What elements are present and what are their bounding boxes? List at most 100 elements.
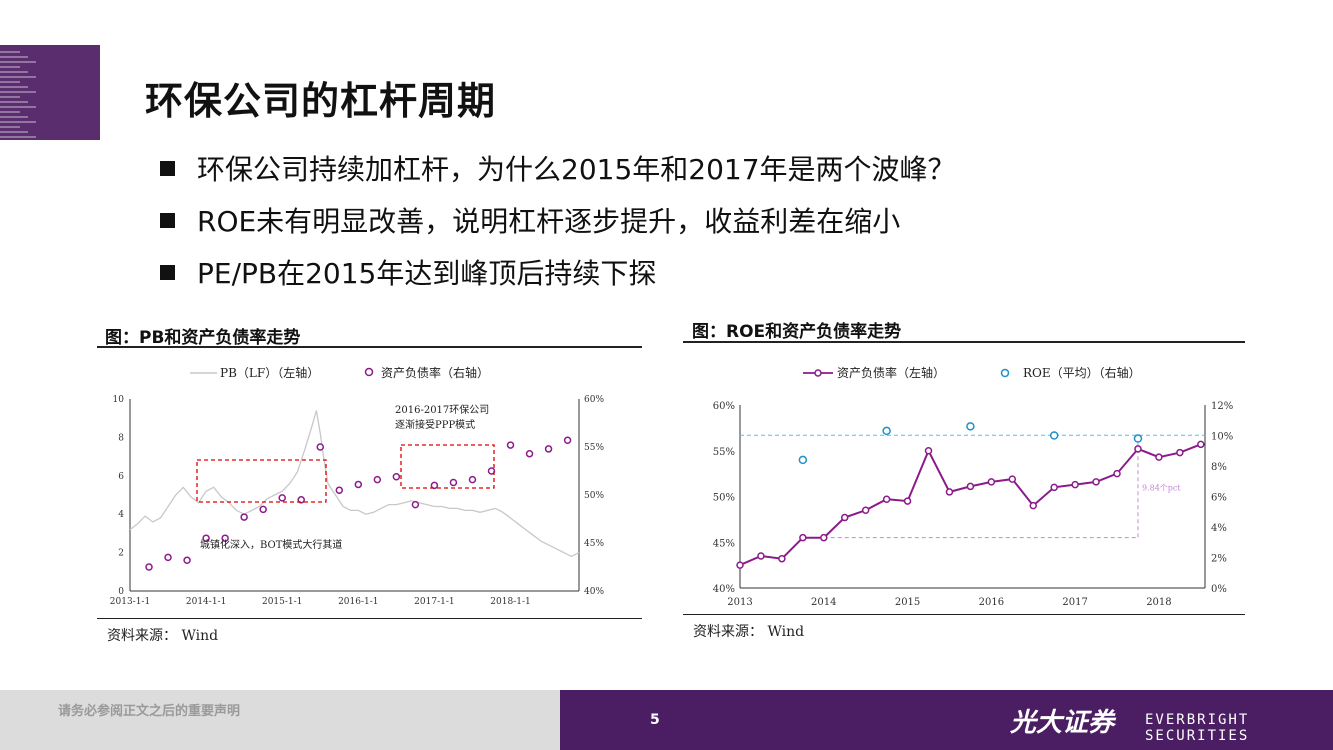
y-left-tick-label: 10 xyxy=(113,395,125,405)
y-left-tick-label: 6 xyxy=(118,472,124,482)
debt-ratio-point xyxy=(183,556,191,565)
logo-stripe xyxy=(0,71,28,73)
bullet-text: 环保公司持续加杠杆，为什么2015年和2017年是两个波峰？ xyxy=(197,153,956,186)
x-tick-label: 2013-1-1 xyxy=(110,597,150,607)
footer-left-band xyxy=(0,690,560,750)
y-left-tick-label: 45% xyxy=(713,538,735,549)
y-right-tick-label: 0% xyxy=(1211,584,1227,595)
right-chart: 40% 45% 50% 55% 60% 0% 2% 4% 6% 8% 10% 12% 2013 2014 2… xyxy=(713,365,1233,608)
debt-ratio-point xyxy=(354,480,363,489)
debt-ratio-point xyxy=(757,552,765,560)
y-right-tick-label: 50% xyxy=(584,491,604,501)
debt-ratio-point xyxy=(221,534,229,542)
roe-point xyxy=(1133,434,1143,443)
logo-stripe xyxy=(0,111,20,113)
debt-ratio-point xyxy=(411,500,420,509)
page-number: 5 xyxy=(650,712,660,728)
debt-ratio-point xyxy=(1092,478,1100,486)
left-figure-rule xyxy=(97,346,642,348)
legend-pb-label: PB（LF）（左轴） xyxy=(220,365,319,380)
debt-ratio-point xyxy=(799,533,807,542)
y-left-tick-label: 55% xyxy=(713,447,735,458)
bullet-square-icon xyxy=(160,160,175,176)
y-right-tick-label: 60% xyxy=(584,395,604,405)
x-tick-label: 2017-1-1 xyxy=(414,597,454,607)
debt-ratio-point xyxy=(778,554,786,563)
y-left-tick-label: 40% xyxy=(713,584,735,595)
bullet-square-icon xyxy=(160,212,175,228)
bullet-text: PE/PB在2015年达到峰顶后持续下探 xyxy=(197,257,657,290)
annotation-bot: 城镇化深入，BOT模式大行其道 xyxy=(200,538,342,551)
y-left-tick-label: 2 xyxy=(118,549,124,559)
annotation-pct-diff: 9.84个pct xyxy=(1142,483,1181,492)
y-right-tick-label: 40% xyxy=(584,587,604,597)
right-figure-title: 图：ROE和资产负债率走势 xyxy=(692,322,902,342)
page-title: 环保公司的杠杆周期 xyxy=(145,79,497,123)
logo-stripe xyxy=(0,81,20,83)
legend-roe-label: ROE（平均）（右轴） xyxy=(1023,365,1141,380)
debt-ratio-point xyxy=(335,486,344,494)
debt-ratio-point xyxy=(392,473,401,481)
annotation-ppp-line1: 2016-2017环保公司 xyxy=(395,403,489,416)
footer-right-band xyxy=(560,690,1333,750)
debt-ratio-line xyxy=(739,443,1202,567)
legend-debt-label: 资产负债率（左轴） xyxy=(837,365,945,380)
logo-stripe xyxy=(0,56,28,58)
annotation-ppp-line2: 逐渐接受PPP模式 xyxy=(395,418,475,431)
right-figure-source: 资料来源： Wind xyxy=(693,624,805,640)
x-tick-label: 2015-1-1 xyxy=(262,597,302,607)
debt-ratio-point xyxy=(430,481,439,490)
y-left-tick-label: 60% xyxy=(713,401,735,412)
roe-point xyxy=(1049,431,1059,440)
debt-ratio-point xyxy=(820,533,828,542)
logo-stripe xyxy=(0,61,36,63)
debt-ratio-point xyxy=(945,488,954,496)
debt-ratio-point xyxy=(966,482,975,491)
annotation-box-ppp xyxy=(400,444,495,489)
debt-ratio-point xyxy=(145,563,153,571)
debt-ratio-point xyxy=(373,475,382,484)
logo-stripe xyxy=(0,101,28,103)
x-tick-label: 2014 xyxy=(811,597,836,608)
logo-stripe xyxy=(0,131,28,133)
logo-stripe xyxy=(0,126,20,128)
bullet-item: PE/PB在2015年达到峰顶后持续下探 xyxy=(160,246,956,298)
left-figure-source: 资料来源： Wind xyxy=(107,628,219,644)
legend-debt-label: 资产负债率（右轴） xyxy=(381,365,489,380)
left-figure-title: 图：PB和资产负债率走势 xyxy=(105,328,301,348)
pb-series-line xyxy=(129,410,580,558)
x-tick-label: 2018-1-1 xyxy=(490,597,530,607)
bullet-list: 环保公司持续加杠杆，为什么2015年和2017年是两个波峰？ ROE未有明显改善… xyxy=(160,142,956,298)
y-right-tick-label: 12% xyxy=(1211,401,1233,412)
y-left-tick-label: 4 xyxy=(118,510,124,520)
y-right-tick-label: 6% xyxy=(1211,493,1227,504)
debt-ratio-point xyxy=(987,478,996,486)
debt-ratio-point xyxy=(240,513,248,521)
bullet-item: 环保公司持续加杠杆，为什么2015年和2017年是两个波峰？ xyxy=(160,142,956,194)
logo-stripe xyxy=(0,51,20,53)
debt-ratio-point xyxy=(525,449,534,458)
debt-ratio-point xyxy=(1113,469,1121,478)
debt-ratio-point xyxy=(259,505,267,514)
debt-ratio-point xyxy=(468,475,477,484)
debt-ratio-point xyxy=(882,495,891,503)
roe-point xyxy=(798,455,808,465)
logo-stripe xyxy=(0,86,28,88)
legend-debt-marker xyxy=(364,367,374,377)
x-tick-label: 2015 xyxy=(895,597,920,608)
x-tick-label: 2014-1-1 xyxy=(186,597,226,607)
debt-ratio-point xyxy=(506,441,515,449)
debt-ratio-point xyxy=(316,443,325,451)
debt-ratio-point xyxy=(840,513,849,522)
debt-ratio-point xyxy=(1008,475,1017,483)
legend-roe-marker xyxy=(1000,368,1010,378)
debt-ratio-point xyxy=(449,478,458,487)
x-tick-label: 2017 xyxy=(1062,597,1087,608)
footer-disclaimer: 请务必参阅正文之后的重要声明 xyxy=(58,704,241,719)
x-tick-label: 2013 xyxy=(727,597,752,608)
debt-ratio-point xyxy=(861,506,870,514)
debt-ratio-point xyxy=(924,447,933,455)
logo-stripe xyxy=(0,66,20,68)
debt-ratio-point xyxy=(1071,480,1079,489)
debt-ratio-point xyxy=(202,534,210,542)
